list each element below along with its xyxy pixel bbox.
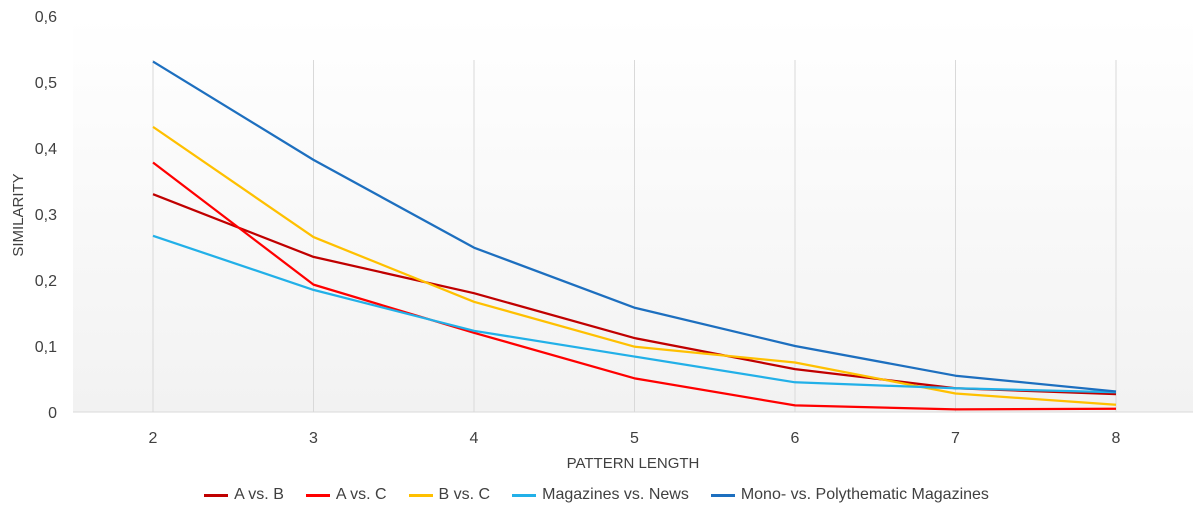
y-tick-label: 0,4 [35,141,57,158]
legend-label: A vs. C [335,486,387,503]
similarity-line-chart: 0 0,1 0,2 0,3 0,4 0,5 0,6 2 3 4 5 6 7 8 SIMILARITY PA… [10,9,1193,472]
legend-item: Magazines vs. News [512,486,689,504]
series-line-mono-vs-polythematic-magazines [152,60,1117,393]
legend-swatch [512,493,537,497]
legend-swatch [204,493,229,497]
y-axis-title: SIMILARITY [10,173,27,256]
plot-area [73,16,1193,412]
y-tick-label: 0,3 [35,207,57,224]
grid-layer [73,60,1193,413]
series-line-b-vs-c [152,125,1117,406]
x-tick-label: 3 [309,430,318,447]
legend-item: A vs. B [204,486,284,504]
y-tick-label: 0,6 [35,9,57,26]
series-layer [152,60,1117,411]
tick-layer: 0 0,1 0,2 0,3 0,4 0,5 0,6 2 3 4 5 6 7 8 [35,9,1121,447]
x-tick-label: 2 [149,430,158,447]
legend-label: B vs. C [438,486,491,503]
legend-item: A vs. C [305,486,387,504]
chart-legend: A vs. B A vs. C B vs. C Magazines vs. News M… [0,486,1193,504]
legend-label: Magazines vs. News [542,486,689,503]
y-tick-label: 0,5 [35,75,57,92]
legend-item: B vs. C [408,486,491,504]
legend-swatch [305,493,330,497]
x-tick-label: 8 [1112,430,1121,447]
legend-label: A vs. B [234,486,284,503]
legend-item: Mono- vs. Polythematic Magazines [710,486,989,504]
x-tick-label: 5 [630,430,639,447]
x-axis-title: PATTERN LENGTH [567,455,700,472]
legend-swatch [408,493,433,497]
series-line-magazines-vs-news [152,234,1117,394]
x-tick-label: 6 [791,430,800,447]
x-tick-label: 7 [951,430,960,447]
y-tick-label: 0,2 [35,273,57,290]
y-tick-label: 0,1 [35,339,57,356]
legend-swatch [710,493,735,497]
y-tick-label: 0 [48,405,57,422]
legend-label: Mono- vs. Polythematic Magazines [740,486,989,503]
series-line-a-vs-c [152,161,1117,411]
x-tick-label: 4 [470,430,479,447]
